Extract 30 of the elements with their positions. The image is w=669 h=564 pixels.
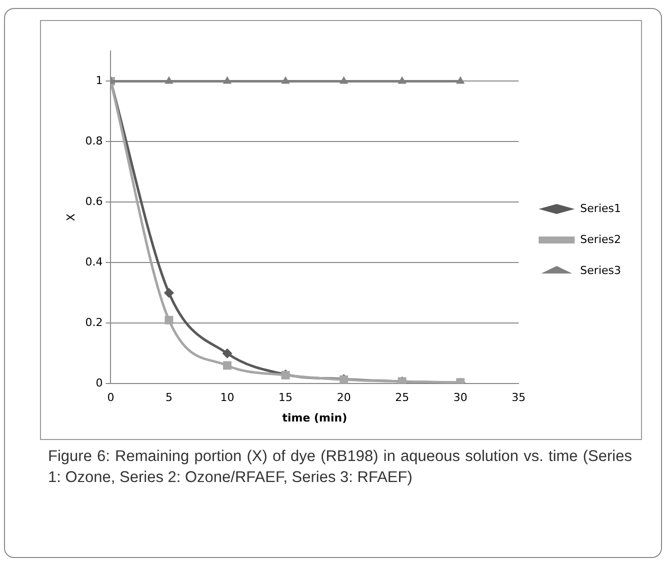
point: [456, 76, 465, 84]
point: [223, 361, 232, 370]
legend-label: Series1: [580, 202, 621, 215]
y-axis-title: X: [64, 213, 78, 222]
y-tick-label: 0.6: [85, 195, 103, 208]
point: [398, 76, 406, 84]
y-tick-label: 0.8: [85, 134, 103, 148]
x-tick-label: 20: [336, 391, 351, 404]
point: [222, 348, 232, 358]
point: [281, 76, 290, 84]
x-tick-label: 10: [220, 391, 234, 404]
point: [164, 288, 174, 298]
x-tick-label: 25: [395, 391, 410, 404]
point: [222, 76, 232, 84]
x-tick-label: 15: [278, 391, 293, 404]
legend-label: Series2: [580, 232, 621, 246]
y-tick-label: 0.2: [85, 316, 103, 329]
x-tick-label: 35: [512, 391, 526, 404]
caption: Figure 6: Remaining portion (X) of dye (RB198) in aqueous solution vs. time (Series 1: Ozone, Series 2: Ozone/RFAEF, Series 3: RFAEF): [48, 447, 632, 488]
y-tick-label: 0: [96, 376, 103, 390]
legend-label: Series3: [580, 264, 621, 277]
point: [164, 76, 174, 84]
point: [339, 76, 348, 84]
y-tick-label: 0.4: [85, 256, 103, 269]
y-tick-label: 1: [96, 74, 103, 88]
point: [164, 316, 174, 324]
x-tick-label: 5: [165, 391, 172, 404]
x-tick-label: 0: [107, 391, 114, 404]
x-tick-label: 30: [453, 391, 468, 404]
x-axis-title: time (min): [282, 411, 348, 424]
